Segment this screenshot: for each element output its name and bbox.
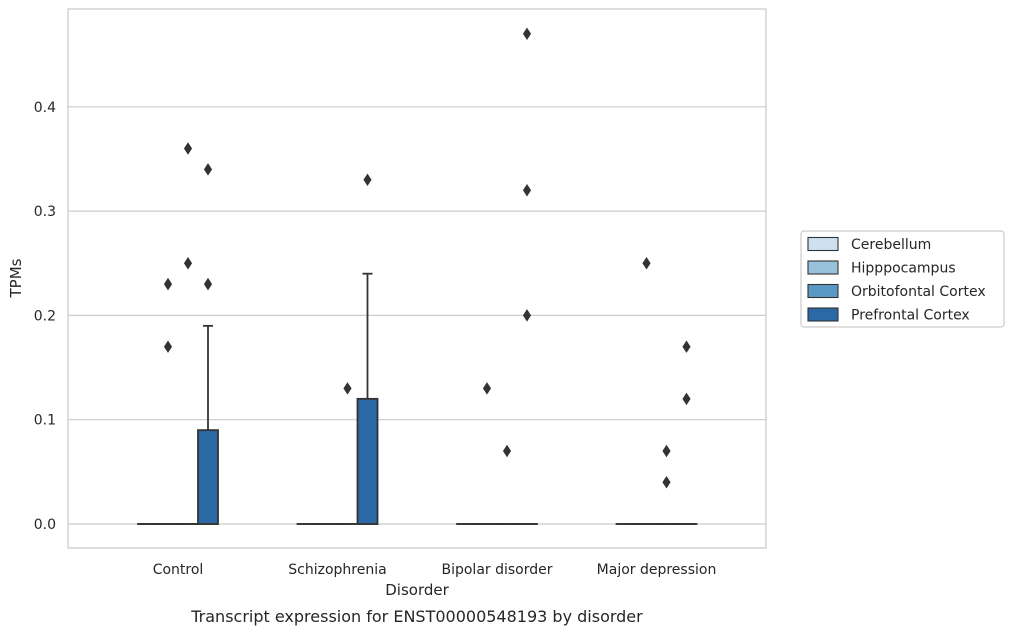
box-group (336, 382, 359, 525)
chart-caption: Transcript expression for ENST0000054819… (190, 607, 643, 626)
outlier-point (522, 309, 532, 322)
legend-label: Prefrontal Cortex (851, 308, 970, 324)
legend-label: Orbitofontal Cortex (851, 284, 986, 300)
outlier-point (183, 142, 193, 155)
legend: Cerebellum Hipppocampus Orbitofontal Corte… (800, 230, 1005, 328)
box-group (655, 444, 678, 525)
outlier-point (662, 476, 671, 489)
box (197, 429, 219, 525)
outlier-point (482, 382, 492, 395)
box-group (197, 163, 219, 525)
outlier-point (662, 444, 671, 458)
box-group (635, 257, 658, 525)
legend-swatch (807, 283, 839, 299)
x-tick-label: Control (153, 562, 204, 578)
y-tick-label: 0.3 (34, 204, 56, 220)
outlier-point (642, 257, 651, 270)
legend-swatch (807, 307, 839, 322)
x-tick-label: Schizophrenia (288, 562, 386, 578)
legend-swatch (807, 260, 839, 275)
y-axis-ticks: 0.0 0.1 0.2 0.3 0.4 (34, 100, 56, 533)
box (356, 397, 379, 525)
box-group (157, 277, 179, 525)
plot-frame (67, 8, 767, 549)
outlier-point (682, 392, 691, 406)
x-axis-ticks: Control Schizophrenia Bipolar disorder Majo… (153, 562, 717, 578)
y-axis-title: TPMs (7, 258, 25, 298)
legend-label: Cerebellum (851, 237, 931, 253)
x-axis-title: Disorder (385, 581, 449, 599)
outlier-point (183, 257, 193, 270)
legend-label: Hipppocampus (851, 261, 956, 277)
legend-frame (800, 230, 1005, 328)
outlier-point (203, 277, 213, 291)
box-group (356, 173, 379, 525)
x-tick-label: Bipolar disorder (441, 562, 552, 578)
outlier-point (363, 173, 372, 187)
outlier-point (203, 163, 213, 176)
outlier-point (522, 184, 532, 197)
outlier-point (502, 444, 512, 458)
box-group (476, 382, 498, 525)
y-tick-label: 0.4 (34, 100, 56, 116)
box-group (177, 142, 199, 525)
box-series (137, 27, 698, 525)
outlier-point (163, 277, 173, 291)
box-group (675, 340, 698, 525)
x-tick-label: Major depression (597, 562, 717, 578)
outlier-point (682, 340, 691, 353)
outlier-point (522, 27, 532, 41)
legend-swatch (807, 236, 839, 252)
y-tick-label: 0.2 (34, 308, 56, 324)
outlier-point (343, 382, 352, 395)
y-tick-label: 0.0 (34, 517, 56, 533)
box-group (516, 27, 538, 525)
outlier-point (163, 340, 173, 353)
y-tick-label: 0.1 (34, 413, 56, 429)
